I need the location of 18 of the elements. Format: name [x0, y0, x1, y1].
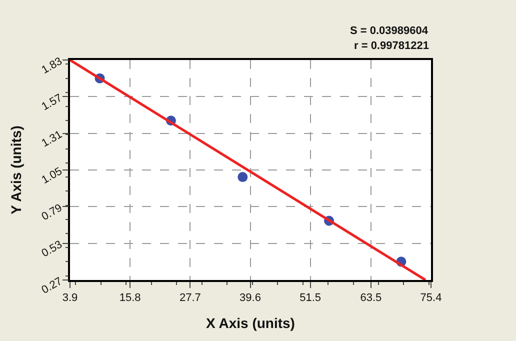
y-tick-label: 0.27: [40, 275, 64, 296]
x-axis-title: X Axis (units): [206, 314, 295, 331]
y-tick-label: 0.79: [40, 202, 64, 224]
x-tick-label: 75.4: [420, 292, 442, 304]
text: S = 0.03989604: [350, 25, 429, 37]
y-tick-label: 1.31: [40, 128, 64, 150]
x-tick-label: 27.7: [179, 292, 201, 304]
x-tick-label: 39.6: [240, 292, 261, 304]
x-tick-label: 15.8: [119, 292, 141, 304]
text: r = 0.99781221: [354, 40, 429, 52]
y-tick-label: 1.57: [40, 92, 64, 114]
y-axis-title: Y Axis (units): [8, 126, 24, 214]
x-tick-label: 63.5: [360, 292, 382, 304]
y-tick-label: 1.83: [40, 55, 64, 76]
x-tick-label: 3.9: [62, 292, 78, 304]
x-tick-label: 51.5: [300, 292, 322, 304]
y-tick-label: 0.53: [40, 238, 64, 260]
y-tick-label: 1.05: [40, 165, 64, 186]
